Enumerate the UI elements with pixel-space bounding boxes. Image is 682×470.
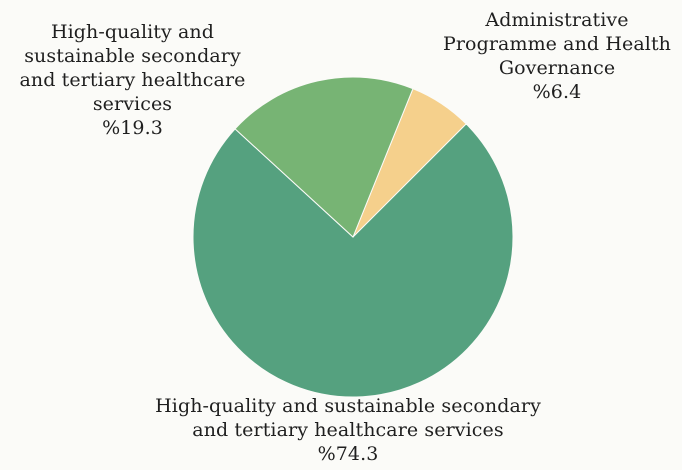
- slice-label-administrative: Administrative Programme and Health Gove…: [432, 8, 682, 104]
- slice-label-secondary-tertiary-large-line-1: High-quality and sustainable secondary: [155, 395, 541, 417]
- slice-label-secondary-tertiary-small-line-1: High-quality and: [50, 21, 215, 43]
- slice-label-secondary-tertiary-small-line-2: sustainable secondary: [24, 45, 241, 67]
- slice-value-administrative: %6.4: [532, 81, 582, 103]
- slice-value-secondary-tertiary-small: %19.3: [102, 117, 163, 139]
- pie-slice-secondary-tertiary-small: [234, 76, 414, 238]
- slice-label-administrative-line-1: Administrative: [485, 9, 629, 31]
- slice-label-secondary-tertiary-small-line-3: and tertiary healthcare: [19, 69, 246, 91]
- slice-value-secondary-tertiary-large: %74.3: [317, 443, 379, 465]
- slice-label-administrative-line-3: Governance: [498, 57, 616, 79]
- slice-label-secondary-tertiary-large-line-2: and tertiary healthcare services: [192, 419, 504, 441]
- slice-label-secondary-tertiary-small-line-4: services: [92, 93, 173, 115]
- slice-label-secondary-tertiary-large: High-quality and sustainable secondary a…: [118, 394, 578, 466]
- slice-label-secondary-tertiary-small: High-quality and sustainable secondary a…: [5, 20, 260, 140]
- slice-label-administrative-line-2: Programme and Health: [442, 33, 672, 55]
- pie-slice-secondary-tertiary-large: [192, 123, 514, 398]
